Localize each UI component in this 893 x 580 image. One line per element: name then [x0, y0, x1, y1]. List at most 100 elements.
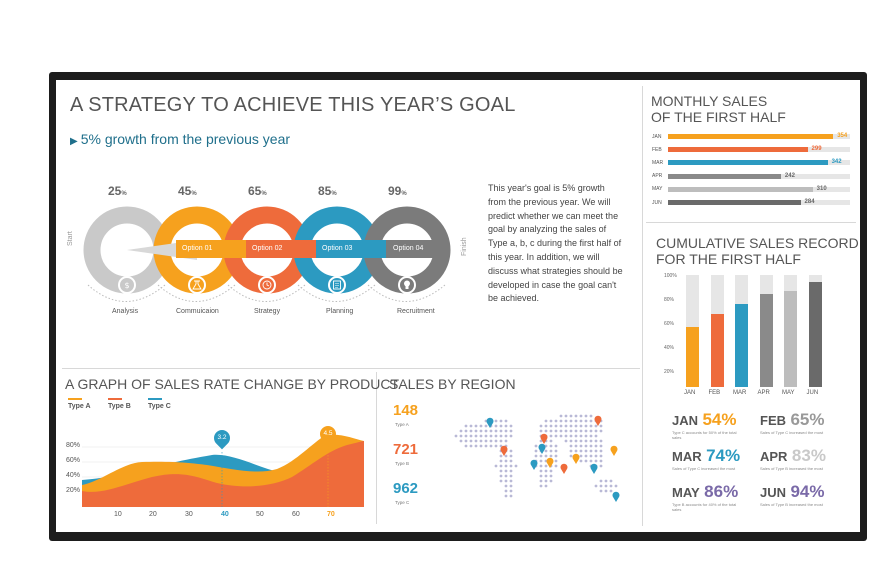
- pin-value: 3.2: [217, 434, 227, 441]
- money-bag-icon: [118, 276, 136, 294]
- bar-fill-may: [668, 186, 813, 192]
- region-title: SALES BY REGION: [389, 376, 516, 392]
- y-tick: 20%: [66, 487, 81, 494]
- stat-jun: JUN 94% Sales of Type B increased the mos…: [760, 482, 825, 507]
- stat-feb: FEB 65% Sales of Type C increased the mos…: [760, 410, 825, 435]
- legend-type-c: Type C: [148, 398, 171, 410]
- bar-mar: [735, 304, 748, 387]
- legend-swatch: [148, 398, 162, 400]
- y-tick: 60%: [66, 457, 81, 464]
- region-value-b: 721: [393, 441, 419, 458]
- map-marker-icon: [538, 443, 546, 454]
- y-tick: 40%: [664, 345, 675, 351]
- legend-type-b: Type B: [108, 398, 131, 410]
- map-marker-icon: [612, 491, 620, 502]
- x-tick: 70: [327, 511, 335, 518]
- divider: [62, 368, 640, 369]
- x-tick: MAY: [782, 390, 795, 396]
- legend-type-a: Type A: [68, 398, 91, 410]
- region-value-c: 962: [393, 480, 419, 497]
- play-triangle-icon: ▶: [70, 136, 78, 147]
- bar-value: 354: [837, 133, 848, 139]
- flask-icon: [188, 276, 206, 294]
- x-tick: JAN: [684, 390, 696, 396]
- bar-apr: [759, 294, 773, 387]
- bar-track: 354: [668, 133, 850, 139]
- stat-apr: APR 83% Sales of Type B increased the mos…: [760, 446, 826, 471]
- document-icon: [328, 276, 346, 294]
- sales-area-chart: [82, 434, 364, 507]
- bar-track: 299: [668, 146, 850, 153]
- option-label: Option 04: [393, 245, 424, 252]
- stage-label: Recruitment: [397, 308, 435, 315]
- y-tick: 20%: [664, 369, 675, 375]
- y-tick: 80%: [664, 297, 675, 303]
- y-tick: 60%: [664, 321, 675, 327]
- map-marker-icon: [610, 445, 618, 456]
- band-option04: [386, 240, 441, 258]
- month-label: JUN: [652, 199, 662, 206]
- map-marker-icon: [530, 459, 538, 470]
- bar-value: 310: [816, 185, 827, 192]
- divider: [642, 366, 643, 526]
- strategy-rings: $: [83, 206, 451, 302]
- x-tick: FEB: [708, 390, 721, 396]
- stage-pct-strategy: 65%: [248, 184, 267, 198]
- area-type-b: [82, 441, 364, 507]
- cumulative-title: CUMULATIVE SALES RECORD FOR THE FIRST HAL…: [656, 235, 859, 267]
- start-label: Start: [67, 231, 74, 246]
- bar-track: 242: [668, 172, 850, 179]
- page-subtitle: ▶ 5% growth from the previous year: [70, 131, 291, 147]
- bar-jan: [686, 326, 699, 387]
- y-tick: 40%: [66, 472, 81, 479]
- divider: [646, 222, 856, 223]
- bar-fill-mar: [668, 160, 828, 166]
- bar-value: 242: [784, 172, 795, 179]
- bar-jun: [808, 281, 822, 387]
- map-marker-icon: [594, 415, 602, 426]
- stage-label: Planning: [326, 308, 354, 315]
- x-tick: 10: [114, 511, 122, 518]
- svg-text:$: $: [124, 281, 129, 290]
- dashboard-screen: A STRATEGY TO ACHIEVE THIS YEAR’S GOAL ▶…: [56, 80, 860, 532]
- option-label: Option 02: [252, 245, 283, 252]
- region-type-c: Type C: [395, 500, 410, 505]
- stage-pct-planning: 85%: [318, 184, 337, 198]
- world-dot-map: [454, 414, 620, 502]
- legend-swatch: [68, 398, 82, 400]
- map-marker-icon: [486, 417, 494, 428]
- stat-may: MAY 86% Type B accounts for 40% of the to…: [672, 482, 739, 512]
- x-tick: 50: [256, 511, 264, 518]
- monthly-title: MONTHLY SALES OF THE FIRST HALF: [651, 93, 786, 125]
- option-label: Option 01: [182, 245, 213, 252]
- graph-title: A GRAPH OF SALES RATE CHANGE BY PRODUCT: [65, 376, 399, 392]
- monthly-bars: JAN 354 FEB 299 MAR 342 APR 242 MAY 310 JUN 284: [652, 133, 852, 214]
- bar-fill-jun: [668, 200, 801, 205]
- x-tick: APR: [757, 390, 770, 396]
- map-marker-icon: [560, 463, 568, 474]
- bar-track: 284: [668, 199, 850, 205]
- dotted-arc: [227, 284, 306, 302]
- month-label: FEB: [652, 146, 662, 153]
- option-label: Option 03: [322, 245, 353, 252]
- dotted-arc: [157, 284, 236, 302]
- divider: [376, 372, 377, 524]
- month-label: JAN: [652, 133, 662, 140]
- y-tick: 100%: [664, 273, 677, 279]
- region-type-a: Type A: [395, 422, 409, 427]
- y-tick: 80%: [66, 442, 81, 449]
- band-option02: [246, 240, 316, 258]
- bar-fill-feb: [668, 147, 808, 153]
- stage-label: Commuicaion: [176, 308, 219, 315]
- month-label: MAY: [652, 186, 663, 193]
- page-title: A STRATEGY TO ACHIEVE THIS YEAR’S GOAL: [70, 94, 516, 116]
- bar-value: 284: [804, 199, 815, 205]
- cumulative-stats: JAN 54% Type C accounts for 50% of the to…: [672, 410, 857, 530]
- goal-description: This year's goal is 5% growth from the p…: [488, 183, 623, 304]
- x-tick: 60: [292, 511, 300, 518]
- region-type-b: Type B: [395, 461, 410, 466]
- bar-track: 342: [668, 159, 850, 166]
- map-marker-icon: [500, 445, 508, 456]
- dotted-arc: [367, 284, 446, 302]
- bar-fill-jan: [668, 134, 834, 139]
